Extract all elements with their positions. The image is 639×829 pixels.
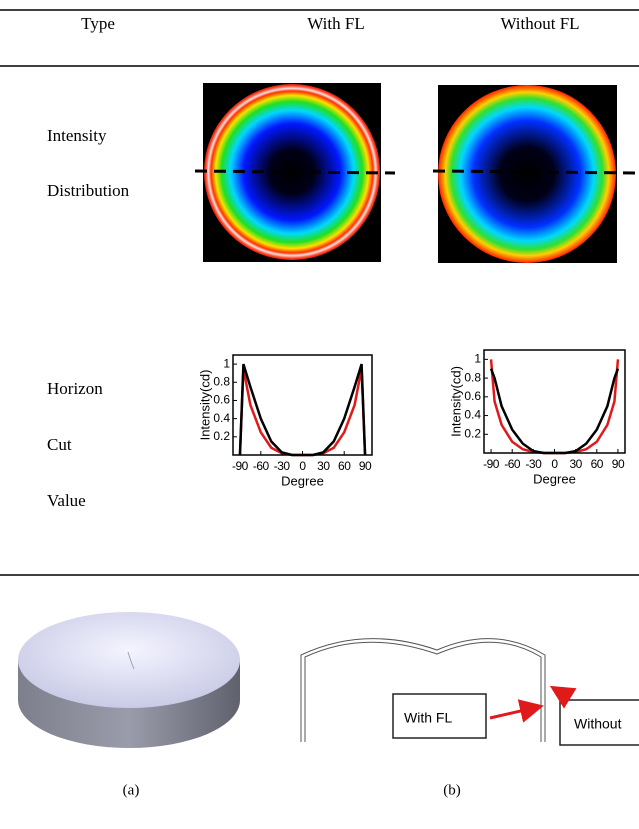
x-tick-label: 0 <box>551 457 558 471</box>
plot-frame <box>233 355 372 455</box>
row-label: Intensity <box>47 126 107 145</box>
header: With FL <box>307 14 364 33</box>
y-tick-label: 0.8 <box>464 370 481 384</box>
y-tick-label: 0.6 <box>464 389 481 403</box>
x-tick-label: -90 <box>232 459 249 473</box>
y-tick-label: 0.4 <box>464 408 481 422</box>
x-tick-label: 90 <box>612 457 625 471</box>
x-axis-label: Degree <box>281 473 324 488</box>
y-axis-label: Intensity(cd) <box>197 370 212 441</box>
caption: (b) <box>443 782 461 798</box>
diagram-label: With FL <box>404 710 452 726</box>
plot-frame <box>484 350 625 453</box>
x-tick-label: 60 <box>338 459 351 473</box>
row-label: Distribution <box>47 181 130 200</box>
y-tick-label: 0.6 <box>213 393 230 407</box>
arrow <box>555 689 568 697</box>
x-tick-label: -60 <box>504 457 521 471</box>
x-tick-label: -30 <box>274 459 291 473</box>
x-tick-label: -90 <box>483 457 500 471</box>
x-tick-label: 30 <box>317 459 330 473</box>
x-tick-label: 60 <box>591 457 604 471</box>
y-tick-label: 1 <box>474 352 481 366</box>
y-tick-label: 0.2 <box>213 429 230 443</box>
row-label: Horizon <box>47 379 103 398</box>
y-axis-label: Intensity(cd) <box>448 366 463 437</box>
row-label: Cut <box>47 435 72 454</box>
cut-line <box>433 171 639 173</box>
x-tick-label: 0 <box>299 459 306 473</box>
y-tick-label: 0.8 <box>213 374 230 388</box>
x-tick-label: 90 <box>359 459 372 473</box>
series-line <box>240 364 365 455</box>
y-tick-label: 0.2 <box>464 426 481 440</box>
arrow <box>490 707 538 718</box>
header: Type <box>81 14 115 33</box>
diagram-label: Without <box>574 716 622 732</box>
x-tick-label: -60 <box>253 459 270 473</box>
x-axis-label: Degree <box>533 471 576 486</box>
header: Without FL <box>500 14 579 33</box>
row-label: Value <box>47 491 86 510</box>
y-tick-label: 0.4 <box>213 411 230 425</box>
figure: Type With FL Without FL Intensity Distri… <box>0 0 639 829</box>
series-line <box>491 359 618 453</box>
cylinder <box>18 612 240 708</box>
caption: (a) <box>123 782 140 798</box>
y-tick-label: 1 <box>223 356 230 370</box>
x-tick-label: 30 <box>569 457 582 471</box>
x-tick-label: -30 <box>525 457 542 471</box>
